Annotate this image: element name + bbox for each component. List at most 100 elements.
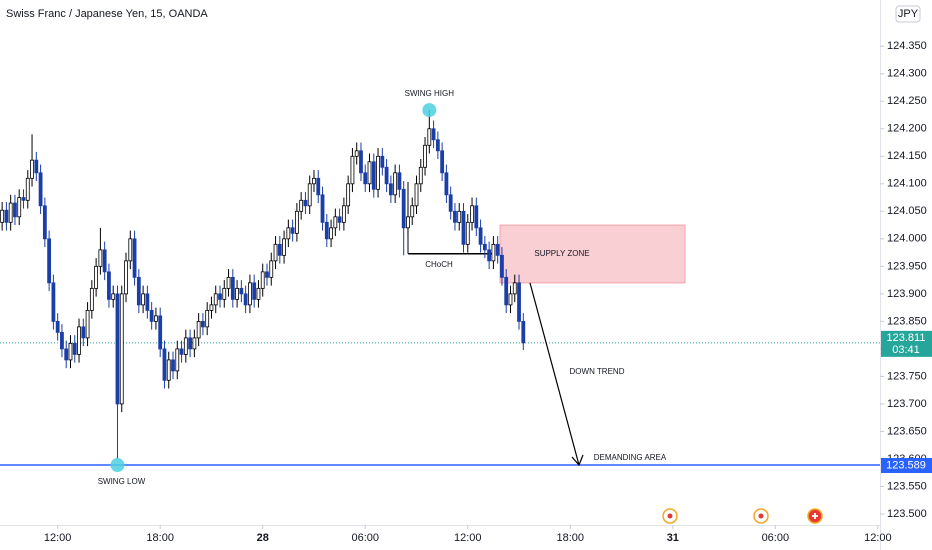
event-plus bbox=[812, 513, 818, 519]
candle-body bbox=[107, 271, 111, 300]
candle-body bbox=[115, 293, 120, 405]
candle-body bbox=[30, 159, 34, 179]
candle-body bbox=[329, 227, 333, 240]
x-tick-label: 06:00 bbox=[351, 532, 379, 544]
candle-body bbox=[418, 166, 423, 185]
trend-arrow bbox=[529, 282, 580, 466]
event-icons[interactable] bbox=[662, 508, 823, 524]
candle-body bbox=[286, 227, 291, 240]
candle-body bbox=[397, 172, 402, 190]
candle-body bbox=[235, 287, 239, 300]
candle-body bbox=[171, 359, 175, 372]
candle-body bbox=[154, 315, 158, 322]
candle-body bbox=[196, 320, 201, 339]
candle-body bbox=[4, 209, 9, 223]
y-tick-label: 124.050 bbox=[887, 205, 927, 217]
candle-body bbox=[337, 216, 342, 223]
swing-high-marker bbox=[422, 103, 437, 118]
candle-body bbox=[273, 243, 278, 262]
candle-body bbox=[260, 271, 265, 289]
x-tick-label: 12:00 bbox=[454, 532, 482, 544]
candle-body bbox=[423, 144, 427, 168]
candle-body bbox=[478, 227, 483, 245]
candle-body bbox=[316, 177, 321, 196]
candle-body bbox=[192, 337, 197, 350]
candle-body bbox=[124, 260, 128, 295]
countdown-label: 03:41 bbox=[892, 344, 920, 356]
y-tick-label: 123.750 bbox=[887, 370, 927, 382]
supply-zone bbox=[499, 224, 686, 284]
candle-body bbox=[324, 221, 329, 240]
candle-body bbox=[209, 304, 214, 311]
y-tick-label: 123.700 bbox=[887, 398, 927, 410]
demand-label: DEMANDING AREA bbox=[594, 453, 667, 462]
candle-body bbox=[25, 177, 30, 201]
candle-body bbox=[13, 202, 17, 218]
y-tick-label: 124.250 bbox=[887, 95, 927, 107]
candle-body bbox=[388, 183, 393, 196]
candle-body bbox=[60, 331, 64, 350]
y-tick-label: 123.850 bbox=[887, 315, 927, 327]
candle-body bbox=[299, 199, 304, 212]
candle-body bbox=[500, 254, 504, 278]
candle-body bbox=[320, 194, 325, 223]
event-dot bbox=[758, 513, 764, 519]
candle-body bbox=[179, 348, 184, 355]
candle-body bbox=[277, 243, 282, 256]
candle-body bbox=[350, 155, 355, 185]
candle-body bbox=[487, 249, 492, 262]
candle-body bbox=[51, 282, 56, 322]
demand-price-label: 123.589 bbox=[886, 459, 926, 471]
currency-box[interactable] bbox=[895, 5, 921, 23]
candles bbox=[0, 110, 526, 459]
candle-body bbox=[461, 210, 466, 245]
candle-body bbox=[102, 249, 107, 273]
candle-body bbox=[406, 216, 410, 229]
candle-body bbox=[290, 227, 295, 234]
candle-body bbox=[465, 221, 470, 245]
candle-body bbox=[201, 320, 205, 328]
candle-body bbox=[453, 210, 457, 223]
candle-body bbox=[482, 243, 487, 251]
candle-body bbox=[89, 287, 94, 311]
x-tick-label: 28 bbox=[257, 532, 269, 544]
candle-body bbox=[119, 293, 124, 405]
currency[interactable]: JPY bbox=[898, 8, 919, 20]
candle-body bbox=[111, 293, 116, 300]
candle-body bbox=[307, 183, 312, 207]
candle-body bbox=[166, 359, 171, 381]
candle-body bbox=[380, 155, 385, 168]
candle-body bbox=[38, 172, 43, 207]
candle-body bbox=[341, 205, 346, 223]
candle-body bbox=[294, 210, 299, 234]
candle-body bbox=[414, 183, 419, 207]
candle-body bbox=[457, 210, 462, 223]
candle-body bbox=[393, 172, 398, 196]
candle-body bbox=[0, 209, 5, 223]
y-tick-label: 123.900 bbox=[887, 288, 927, 300]
candle-body bbox=[158, 315, 163, 350]
candle-body bbox=[444, 172, 449, 196]
y-tick-label: 123.500 bbox=[887, 508, 927, 520]
choch-label: CHoCH bbox=[425, 260, 453, 269]
candle-body bbox=[183, 337, 188, 355]
candle-body bbox=[98, 249, 103, 267]
trend-arrowhead bbox=[571, 454, 584, 467]
candle-body bbox=[491, 243, 496, 262]
candle-body bbox=[448, 194, 453, 212]
candle-body bbox=[132, 238, 137, 278]
candle-body bbox=[141, 293, 146, 306]
candle-body bbox=[34, 159, 39, 174]
candle-body bbox=[243, 293, 248, 306]
candle-body bbox=[145, 293, 150, 311]
candle-body bbox=[303, 199, 308, 207]
candle-body bbox=[72, 342, 77, 355]
y-tick-label: 124.200 bbox=[887, 123, 927, 135]
x-tick-label: 12:00 bbox=[864, 532, 892, 544]
candle-body bbox=[47, 238, 52, 284]
down-trend-label: DOWN TREND bbox=[570, 367, 625, 376]
candle-body bbox=[376, 155, 380, 190]
candle-body bbox=[175, 348, 180, 372]
